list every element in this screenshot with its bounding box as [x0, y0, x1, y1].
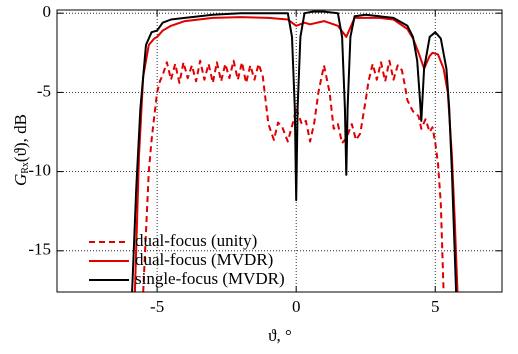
x-tick-label: 0: [292, 297, 301, 316]
y-tick-label: -10: [28, 161, 51, 180]
plot-lines: [131, 10, 459, 292]
grid: [57, 10, 502, 292]
plot-frame: [56, 9, 503, 293]
x-tick-label: -5: [150, 297, 164, 316]
legend-label: dual-focus (MVDR): [135, 250, 273, 269]
series-line: [131, 10, 458, 292]
y-label-rest: (ϑ), dB: [11, 114, 30, 162]
y-label-subscript: Rx: [20, 162, 31, 174]
legend-label: single-focus (MVDR): [135, 269, 285, 288]
y-label-symbol: G: [11, 174, 30, 186]
y-tick-label: -5: [37, 81, 51, 100]
y-axis-label: GRx(ϑ), dB: [11, 114, 31, 186]
y-tick-label: 0: [43, 2, 52, 21]
y-tick-label: -15: [28, 240, 51, 259]
x-tick-label: 5: [431, 297, 440, 316]
ticks: 0 -5 -10 -15 -5 0 5: [28, 2, 502, 316]
x-axis-label: ϑ, °: [268, 326, 292, 345]
legend-label: dual-focus (unity): [135, 231, 257, 250]
series-line: [133, 16, 459, 292]
legend: dual-focus (unity)dual-focus (MVDR)singl…: [89, 231, 285, 288]
